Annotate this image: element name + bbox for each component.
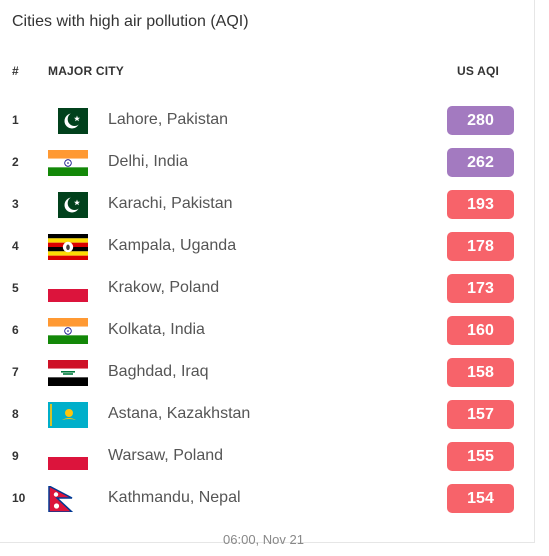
- city-name[interactable]: Baghdad, Iraq: [108, 363, 209, 380]
- aqi-column-header: US AQI: [457, 64, 500, 78]
- table-row[interactable]: 3 Karachi, Pakistan 193: [0, 184, 535, 226]
- table-row[interactable]: 2 Delhi, India 262: [0, 142, 535, 184]
- rank-number: 6: [12, 323, 19, 337]
- table-row[interactable]: 1 Lahore, Pakistan 280: [0, 100, 535, 142]
- table-row[interactable]: 7 Baghdad, Iraq 158: [0, 352, 535, 394]
- uganda-flag-icon: [48, 234, 88, 260]
- city-name[interactable]: Kolkata, India: [108, 321, 205, 338]
- kazakhstan-flag-icon: [48, 402, 88, 428]
- table-row[interactable]: 5 Krakow, Poland 173: [0, 268, 535, 310]
- city-name[interactable]: Karachi, Pakistan: [108, 195, 233, 212]
- city-name[interactable]: Lahore, Pakistan: [108, 111, 229, 128]
- rank-number: 10: [12, 491, 26, 505]
- rank-number: 2: [12, 155, 19, 169]
- city-column-header: MAJOR CITY: [48, 64, 125, 78]
- widget-title: Cities with high air pollution (AQI): [12, 13, 249, 30]
- rank-number: 3: [12, 197, 19, 211]
- aqi-badge: 193: [447, 190, 514, 219]
- city-ranking-list: 1 Lahore, Pakistan 280 2 Delhi, India 26…: [0, 100, 535, 520]
- table-header: # MAJOR CITY US AQI: [0, 64, 535, 82]
- india-flag-icon: [48, 150, 88, 176]
- pakistan-flag-icon: [48, 108, 88, 134]
- update-timestamp: 06:00, Nov 21: [223, 532, 304, 547]
- panel-border-bottom: [0, 542, 535, 543]
- aqi-badge: 154: [447, 484, 514, 513]
- aqi-badge: 280: [447, 106, 514, 135]
- aqi-badge: 173: [447, 274, 514, 303]
- rank-number: 1: [12, 113, 19, 127]
- rank-number: 4: [12, 239, 19, 253]
- table-row[interactable]: 8 Astana, Kazakhstan 157: [0, 394, 535, 436]
- panel-border-right: [534, 0, 535, 542]
- aqi-badge: 262: [447, 148, 514, 177]
- aqi-badge: 160: [447, 316, 514, 345]
- aqi-badge: 178: [447, 232, 514, 261]
- city-name[interactable]: Krakow, Poland: [108, 279, 220, 296]
- pakistan-flag-icon: [48, 192, 88, 218]
- iraq-flag-icon: [48, 360, 88, 386]
- aqi-badge: 155: [447, 442, 514, 471]
- india-flag-icon: [48, 318, 88, 344]
- table-row[interactable]: 6 Kolkata, India 160: [0, 310, 535, 352]
- rank-column-header: #: [12, 64, 19, 78]
- table-row[interactable]: 4 Kampala, Uganda 178: [0, 226, 535, 268]
- city-name[interactable]: Kampala, Uganda: [108, 237, 237, 254]
- city-name[interactable]: Delhi, India: [108, 153, 189, 170]
- city-name[interactable]: Kathmandu, Nepal: [108, 489, 241, 506]
- rank-number: 7: [12, 365, 19, 379]
- rank-number: 8: [12, 407, 19, 421]
- rank-number: 9: [12, 449, 19, 463]
- rank-number: 5: [12, 281, 19, 295]
- table-row[interactable]: 10 Kathmandu, Nepal 154: [0, 478, 535, 520]
- poland-flag-icon: [48, 444, 88, 470]
- table-row[interactable]: 9 Warsaw, Poland 155: [0, 436, 535, 478]
- aqi-badge: 157: [447, 400, 514, 429]
- poland-flag-icon: [48, 276, 88, 302]
- aqi-badge: 158: [447, 358, 514, 387]
- city-name[interactable]: Warsaw, Poland: [108, 447, 224, 464]
- city-name[interactable]: Astana, Kazakhstan: [108, 405, 251, 422]
- nepal-flag-icon: [48, 486, 88, 512]
